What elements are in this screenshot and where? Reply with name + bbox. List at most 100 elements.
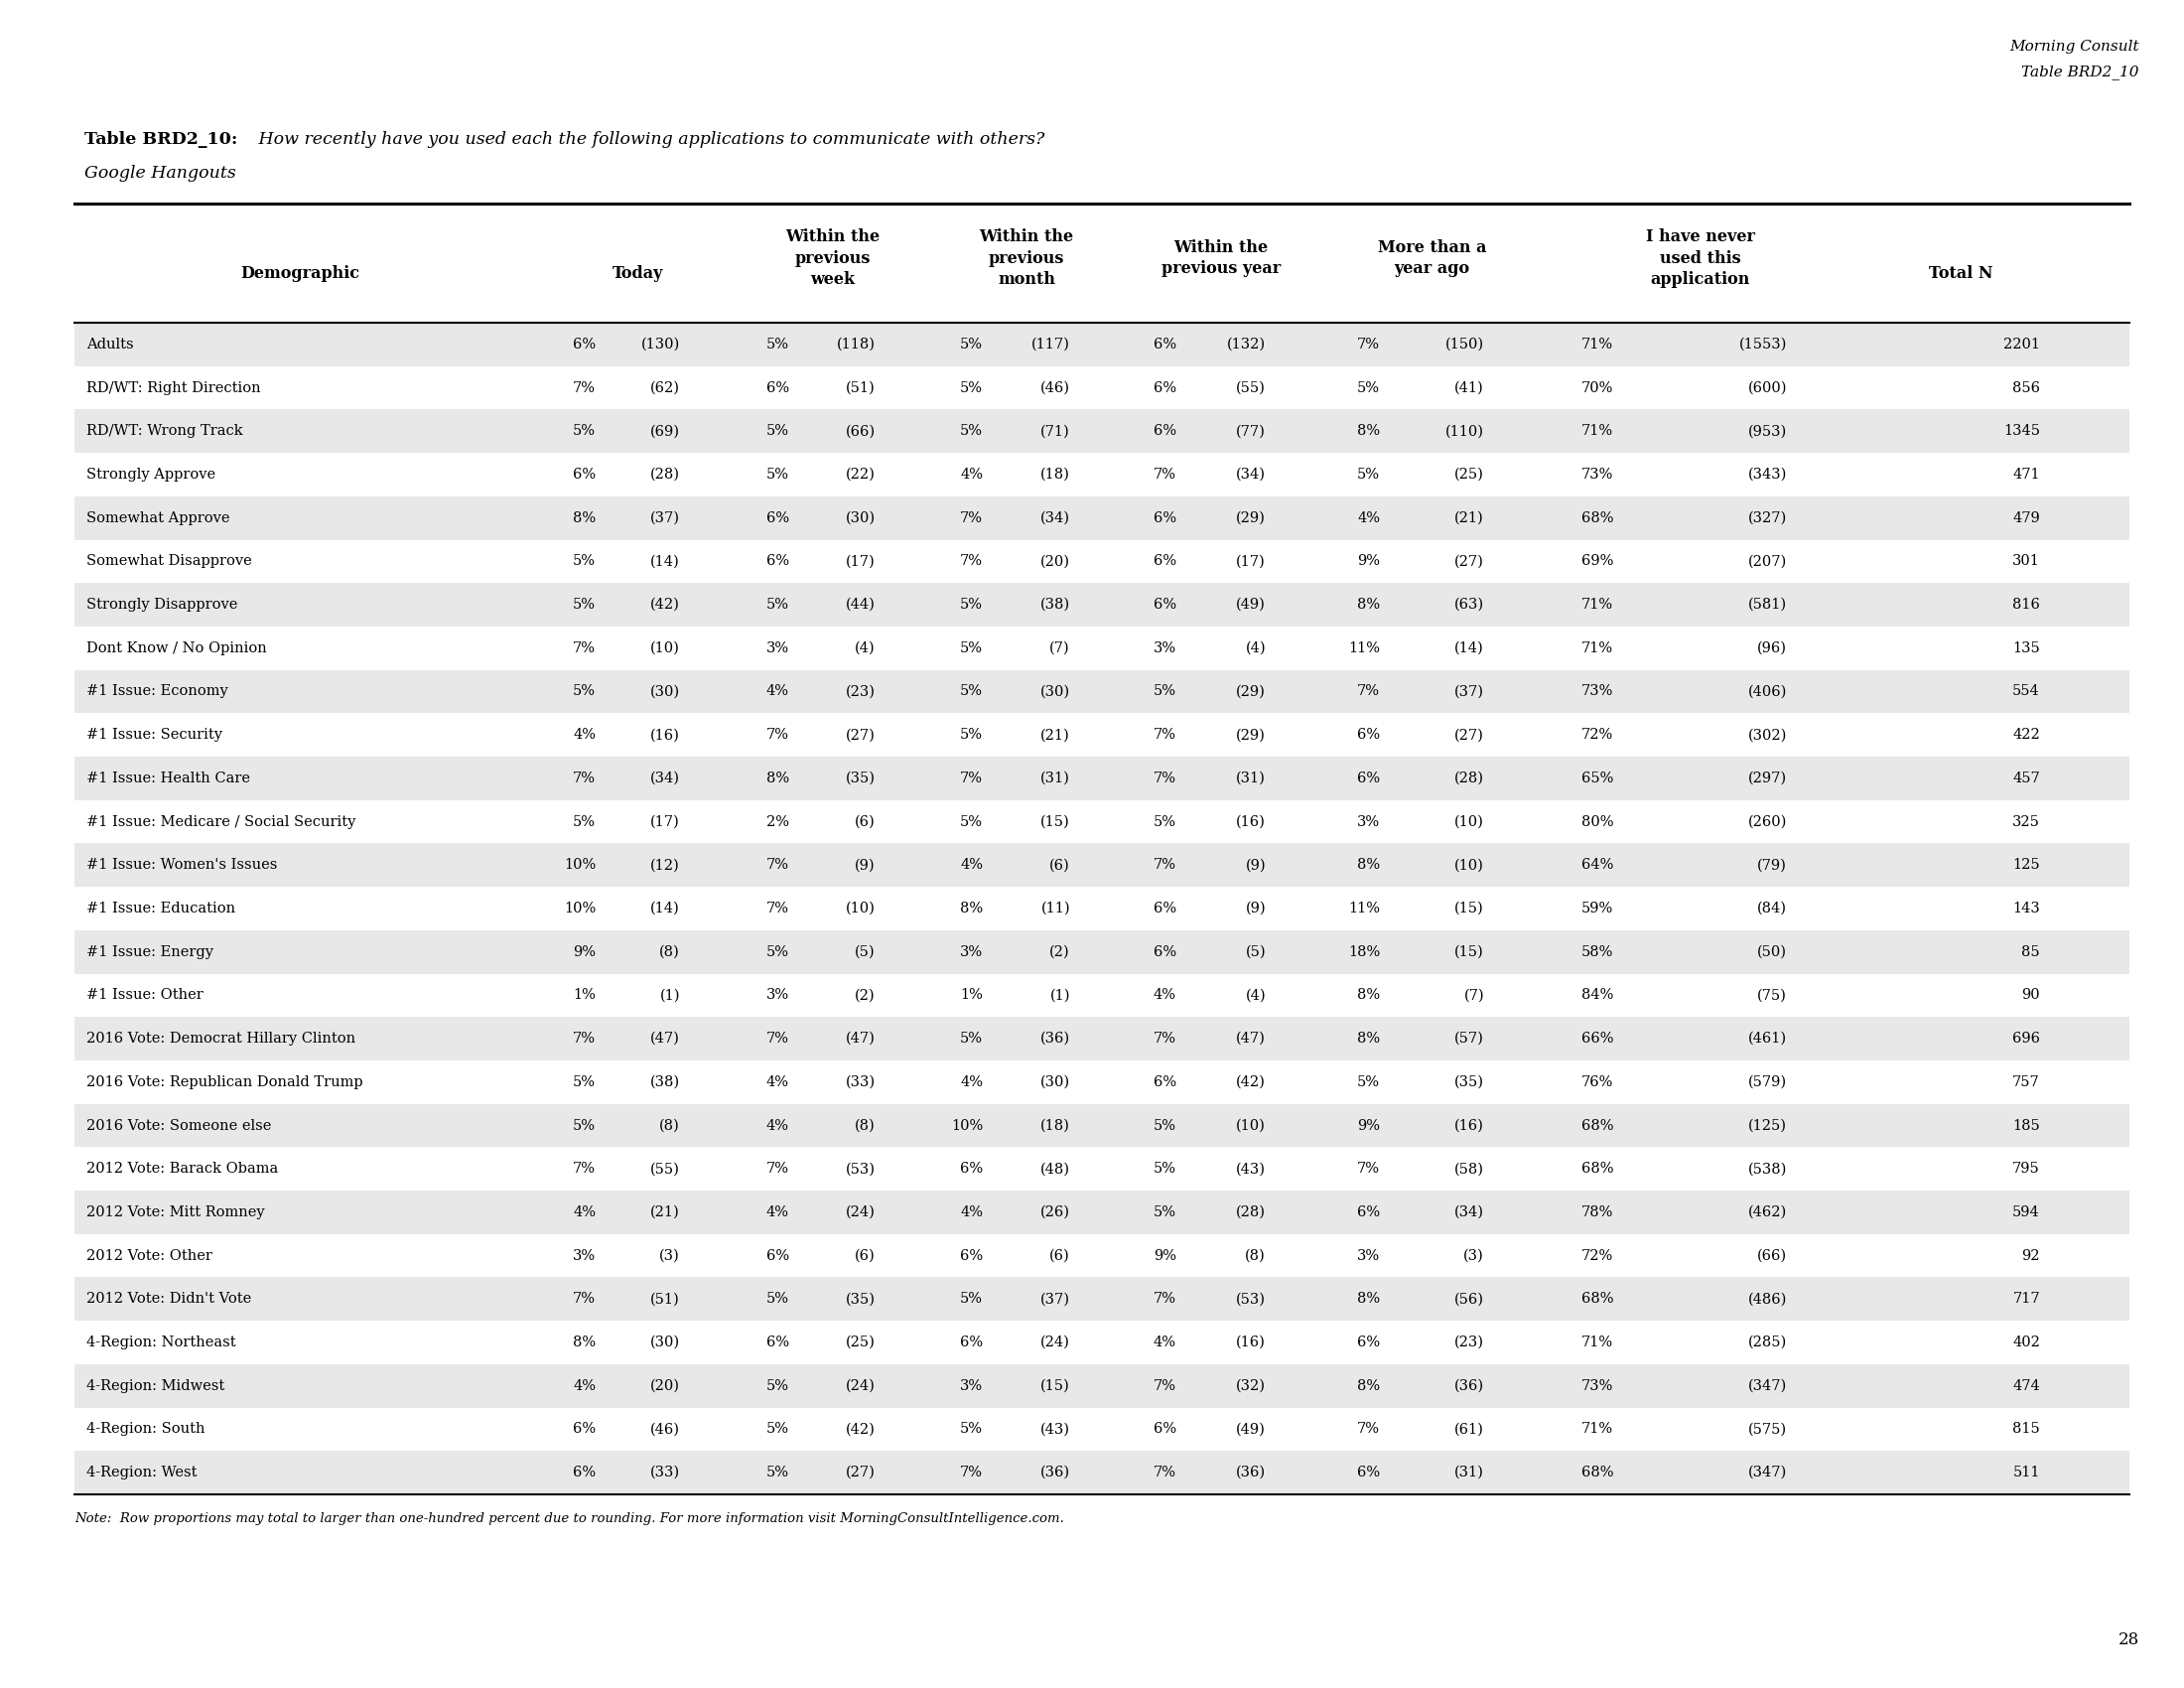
Text: (8): (8) [660, 945, 679, 959]
Text: (8): (8) [1245, 1249, 1267, 1263]
Text: 3%: 3% [1356, 1249, 1380, 1263]
Text: 6%: 6% [767, 1249, 788, 1263]
Text: (36): (36) [1455, 1379, 1485, 1393]
Text: 6%: 6% [959, 1249, 983, 1263]
Text: (30): (30) [845, 511, 876, 525]
Text: 68%: 68% [1581, 1119, 1614, 1133]
Text: (17): (17) [845, 554, 876, 569]
Text: 7%: 7% [767, 901, 788, 915]
Text: 85: 85 [2022, 945, 2040, 959]
Text: (5): (5) [856, 945, 876, 959]
Text: 68%: 68% [1581, 511, 1614, 525]
Text: Within the
previous year: Within the previous year [1162, 240, 1280, 277]
Text: 6%: 6% [767, 511, 788, 525]
Text: (579): (579) [1747, 1075, 1787, 1089]
Text: 58%: 58% [1581, 945, 1614, 959]
Text: 8%: 8% [1356, 1291, 1380, 1307]
Text: (297): (297) [1747, 771, 1787, 785]
Text: (47): (47) [845, 1031, 876, 1045]
Text: (53): (53) [1236, 1291, 1267, 1307]
Text: (24): (24) [845, 1379, 876, 1393]
Text: 4-Region: South: 4-Region: South [87, 1423, 205, 1436]
Text: (6): (6) [854, 815, 876, 829]
Text: 5%: 5% [1153, 1119, 1177, 1133]
Text: (62): (62) [651, 381, 679, 395]
Text: (34): (34) [1236, 468, 1267, 481]
Bar [74, 886, 2129, 930]
Text: (16): (16) [651, 728, 679, 743]
Text: (27): (27) [845, 1465, 876, 1480]
Text: Within the
previous
month: Within the previous month [978, 228, 1075, 289]
Text: (9): (9) [856, 858, 876, 873]
Text: 7%: 7% [767, 1161, 788, 1177]
Text: (35): (35) [845, 771, 876, 785]
Text: 2016 Vote: Republican Donald Trump: 2016 Vote: Republican Donald Trump [87, 1075, 363, 1089]
Text: Morning Consult: Morning Consult [2009, 41, 2140, 54]
Text: (7): (7) [1051, 641, 1070, 655]
Text: 3%: 3% [767, 641, 788, 655]
Text: 2016 Vote: Someone else: 2016 Vote: Someone else [87, 1119, 271, 1133]
Text: (2): (2) [856, 989, 876, 1003]
Text: (5): (5) [1245, 945, 1267, 959]
Text: 8%: 8% [959, 901, 983, 915]
Text: 64%: 64% [1581, 858, 1614, 873]
Text: (462): (462) [1747, 1205, 1787, 1219]
Text: 5%: 5% [961, 815, 983, 829]
Text: 4%: 4% [961, 1205, 983, 1219]
Text: 5%: 5% [961, 641, 983, 655]
Text: (6): (6) [854, 1249, 876, 1263]
Text: 7%: 7% [572, 381, 596, 395]
Text: 11%: 11% [1348, 641, 1380, 655]
Text: 6%: 6% [959, 1161, 983, 1177]
Text: 11%: 11% [1348, 901, 1380, 915]
Bar [74, 582, 2129, 626]
Text: 5%: 5% [767, 945, 788, 959]
Text: 5%: 5% [767, 1465, 788, 1480]
Text: (47): (47) [1236, 1031, 1267, 1045]
Text: 9%: 9% [1356, 1119, 1380, 1133]
Text: 3%: 3% [1153, 641, 1177, 655]
Text: 7%: 7% [961, 771, 983, 785]
Text: (36): (36) [1040, 1031, 1070, 1045]
Text: More than a
year ago: More than a year ago [1378, 240, 1487, 277]
Text: (27): (27) [845, 728, 876, 743]
Text: (953): (953) [1747, 424, 1787, 439]
Text: 5%: 5% [1153, 1205, 1177, 1219]
Text: 4%: 4% [767, 1119, 788, 1133]
Text: 6%: 6% [1153, 424, 1177, 439]
Text: (48): (48) [1040, 1161, 1070, 1177]
Text: 7%: 7% [1356, 1423, 1380, 1436]
Text: 125: 125 [2014, 858, 2040, 873]
Text: 1%: 1% [572, 989, 596, 1003]
Text: Dont Know / No Opinion: Dont Know / No Opinion [87, 641, 266, 655]
Text: (18): (18) [1040, 1119, 1070, 1133]
Text: 10%: 10% [950, 1119, 983, 1133]
Text: 8%: 8% [1356, 424, 1380, 439]
Text: RD/WT: Right Direction: RD/WT: Right Direction [87, 381, 260, 395]
Text: 78%: 78% [1581, 1205, 1614, 1219]
Text: 71%: 71% [1581, 641, 1614, 655]
Text: 4%: 4% [767, 685, 788, 699]
Text: 4%: 4% [961, 858, 983, 873]
Text: 5%: 5% [961, 424, 983, 439]
Text: 59%: 59% [1581, 901, 1614, 915]
Text: (66): (66) [845, 424, 876, 439]
Text: (51): (51) [651, 1291, 679, 1307]
Text: 6%: 6% [767, 1335, 788, 1349]
Text: (34): (34) [1040, 511, 1070, 525]
Text: 5%: 5% [1356, 381, 1380, 395]
Text: Within the
previous
week: Within the previous week [786, 228, 880, 289]
Text: (26): (26) [1040, 1205, 1070, 1219]
Text: (117): (117) [1031, 338, 1070, 351]
Text: (31): (31) [1236, 771, 1267, 785]
Text: #1 Issue: Women's Issues: #1 Issue: Women's Issues [87, 858, 277, 873]
Text: 7%: 7% [767, 858, 788, 873]
Text: 4%: 4% [1153, 989, 1177, 1003]
Text: 7%: 7% [1153, 1379, 1177, 1393]
Text: 6%: 6% [1153, 511, 1177, 525]
Text: Table BRD2_10: Table BRD2_10 [2022, 64, 2140, 79]
Text: 7%: 7% [572, 771, 596, 785]
Text: 6%: 6% [1356, 1335, 1380, 1349]
Text: (1553): (1553) [1738, 338, 1787, 351]
Text: (37): (37) [1455, 685, 1485, 699]
